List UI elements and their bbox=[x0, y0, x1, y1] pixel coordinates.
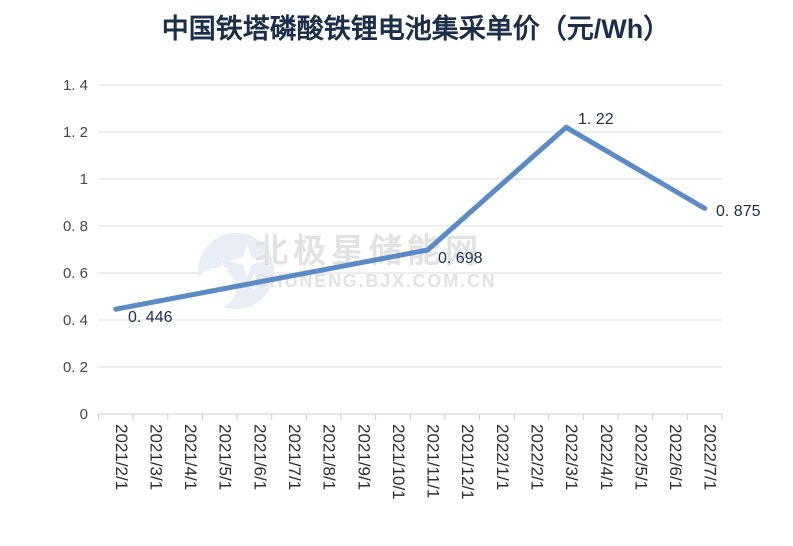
svg-text:2022/1/1: 2022/1/1 bbox=[493, 424, 512, 490]
svg-text:0: 0 bbox=[80, 406, 88, 423]
svg-text:2022/3/1: 2022/3/1 bbox=[562, 424, 581, 490]
svg-text:2021/7/1: 2021/7/1 bbox=[285, 424, 304, 490]
svg-text:0. 4: 0. 4 bbox=[63, 312, 88, 329]
svg-text:2022/4/1: 2022/4/1 bbox=[597, 424, 616, 490]
svg-text:0. 8: 0. 8 bbox=[63, 218, 88, 235]
svg-text:1. 22: 1. 22 bbox=[578, 111, 614, 128]
svg-text:0. 875: 0. 875 bbox=[716, 203, 761, 220]
svg-text:2021/2/1: 2021/2/1 bbox=[112, 424, 131, 490]
svg-text:2021/5/1: 2021/5/1 bbox=[216, 424, 235, 490]
svg-text:1. 2: 1. 2 bbox=[63, 124, 88, 141]
svg-text:0. 2: 0. 2 bbox=[63, 359, 88, 376]
svg-text:1: 1 bbox=[80, 171, 88, 188]
svg-text:2021/11/1: 2021/11/1 bbox=[424, 424, 443, 498]
svg-text:2021/12/1: 2021/12/1 bbox=[458, 424, 477, 500]
svg-text:2021/3/1: 2021/3/1 bbox=[147, 424, 166, 490]
svg-text:2022/7/1: 2022/7/1 bbox=[701, 424, 720, 490]
svg-text:中国铁塔磷酸铁锂电池集采单价（元/Wh）: 中国铁塔磷酸铁锂电池集采单价（元/Wh） bbox=[162, 13, 670, 44]
svg-text:2022/5/1: 2022/5/1 bbox=[631, 424, 650, 490]
svg-text:0. 698: 0. 698 bbox=[438, 250, 483, 267]
svg-text:2021/8/1: 2021/8/1 bbox=[320, 424, 339, 490]
svg-text:2021/6/1: 2021/6/1 bbox=[250, 424, 269, 490]
svg-text:2021/4/1: 2021/4/1 bbox=[181, 424, 200, 490]
svg-text:0. 6: 0. 6 bbox=[63, 265, 88, 282]
svg-text:2021/9/1: 2021/9/1 bbox=[354, 424, 373, 490]
svg-text:0. 446: 0. 446 bbox=[128, 309, 173, 326]
svg-text:2022/6/1: 2022/6/1 bbox=[666, 424, 685, 490]
svg-text:2021/10/1: 2021/10/1 bbox=[389, 424, 408, 500]
svg-text:2022/2/1: 2022/2/1 bbox=[528, 424, 547, 490]
svg-text:1. 4: 1. 4 bbox=[63, 77, 88, 94]
